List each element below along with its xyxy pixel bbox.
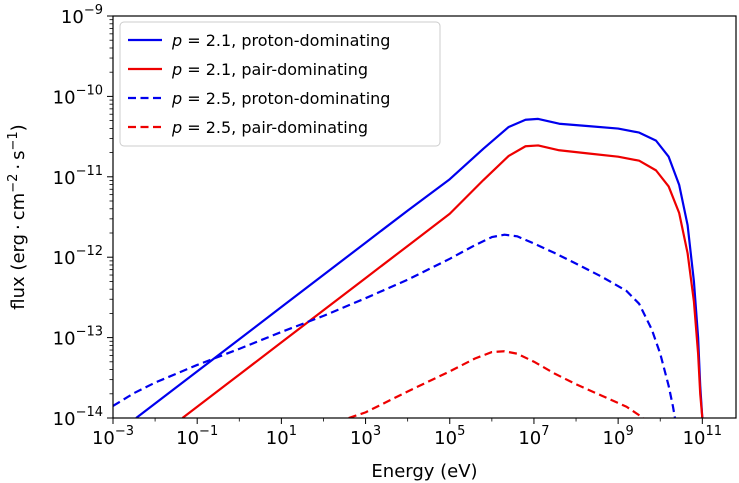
y-tick-base: 10	[53, 329, 76, 350]
series-line-2	[181, 144, 704, 418]
y-label-cm: cm	[8, 193, 29, 220]
x-axis-label: Energy (eV)	[371, 461, 477, 482]
y-axis-label: flux (erg · cm−2 · s−1)	[6, 124, 29, 309]
x-tick-label: 10−1	[176, 424, 218, 449]
series-line-3	[113, 233, 677, 418]
x-tick-exp: −1	[199, 424, 218, 439]
y-label-cm-exp: −2	[6, 174, 21, 193]
x-tick-base: 10	[350, 428, 373, 449]
y-label-s-exp: −1	[6, 131, 21, 150]
y-tick-exp: −9	[84, 3, 103, 18]
x-tick-exp: 7	[541, 424, 549, 439]
legend-var: p	[171, 118, 182, 137]
y-tick-exp: −10	[76, 83, 103, 98]
y-label-s: s	[8, 151, 29, 160]
legend-rest: = 2.5, pair-dominating	[182, 118, 368, 137]
y-tick-label: 10−10	[53, 83, 103, 108]
x-tick-label: 109	[603, 424, 634, 449]
x-tick-exp: 9	[625, 424, 633, 439]
y-label-suffix: )	[8, 124, 29, 131]
x-tick-exp: 3	[373, 424, 381, 439]
x-tick-label: 107	[518, 424, 549, 449]
y-tick-base: 10	[53, 168, 76, 189]
y-label-prefix: flux (erg	[8, 234, 29, 310]
legend-var: p	[171, 89, 182, 108]
x-tick-label: 1011	[683, 424, 722, 449]
legend-rest: = 2.5, proton-dominating	[182, 89, 390, 108]
y-tick-exp: −11	[76, 164, 103, 179]
x-tick-base: 10	[92, 428, 115, 449]
x-tick-base: 10	[518, 428, 541, 449]
x-tick-exp: 5	[457, 424, 465, 439]
x-tick-base: 10	[603, 428, 626, 449]
series-line-1	[135, 117, 704, 418]
x-tick-exp: −3	[115, 424, 134, 439]
y-tick-label: 10−12	[53, 244, 103, 269]
legend-label-1: p = 2.1, proton-dominating	[171, 31, 390, 50]
y-tick-base: 10	[53, 409, 76, 430]
y-tick-label: 10−9	[61, 3, 103, 28]
y-label-dot-1: ·	[8, 224, 29, 230]
legend-rest: = 2.1, pair-dominating	[182, 60, 368, 79]
y-tick-label: 10−11	[53, 164, 103, 189]
x-tick-exp: 11	[706, 424, 723, 439]
legend-var: p	[171, 31, 182, 50]
x-tick-exp: 1	[289, 424, 297, 439]
x-tick-label: 101	[266, 424, 297, 449]
legend-box	[119, 21, 441, 147]
y-tick-exp: −14	[76, 405, 103, 420]
y-tick-label: 10−13	[53, 325, 103, 350]
series-line-4	[348, 350, 645, 418]
y-tick-exp: −12	[76, 244, 103, 259]
legend-label-4: p = 2.5, pair-dominating	[171, 118, 368, 137]
legend-rest: = 2.1, proton-dominating	[182, 31, 390, 50]
x-tick-label: 103	[350, 424, 381, 449]
y-tick-base: 10	[53, 87, 76, 108]
plot-frame	[112, 15, 737, 419]
legend-var: p	[171, 60, 182, 79]
y-tick-exp: −13	[76, 325, 103, 340]
series-layer	[113, 117, 704, 418]
legend-label-2: p = 2.1, pair-dominating	[171, 60, 368, 79]
y-tick-base: 10	[61, 7, 84, 28]
x-tick-label: 105	[434, 424, 465, 449]
x-tick-base: 10	[176, 428, 199, 449]
y-tick-label: 10−14	[53, 405, 103, 430]
x-tick-label: 10−3	[92, 424, 134, 449]
legend-label-3: p = 2.5, proton-dominating	[171, 89, 390, 108]
y-tick-base: 10	[53, 248, 76, 269]
y-label-dot-2: ·	[8, 164, 29, 170]
x-tick-base: 10	[683, 428, 706, 449]
ticks-layer: 10−3 10−1 101 103 105 107 109 101110−1410−1310−…	[53, 3, 722, 449]
x-tick-base: 10	[434, 428, 457, 449]
x-tick-base: 10	[266, 428, 289, 449]
